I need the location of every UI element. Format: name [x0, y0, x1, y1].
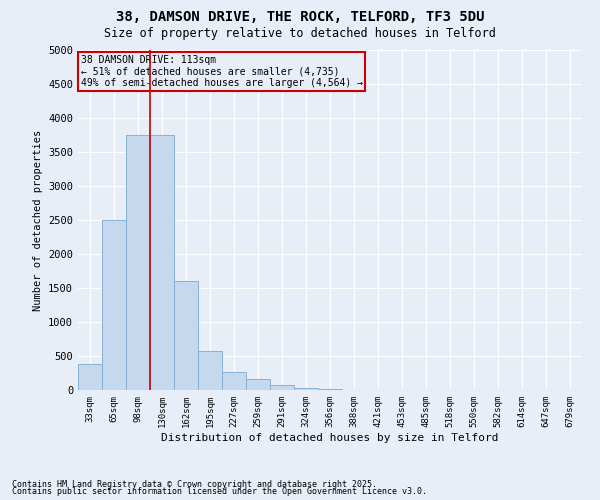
Bar — [270, 385, 294, 390]
Bar — [78, 364, 102, 390]
Bar — [150, 135, 174, 390]
Text: 38, DAMSON DRIVE, THE ROCK, TELFORD, TF3 5DU: 38, DAMSON DRIVE, THE ROCK, TELFORD, TF3… — [116, 10, 484, 24]
Bar — [294, 388, 318, 390]
X-axis label: Distribution of detached houses by size in Telford: Distribution of detached houses by size … — [161, 432, 499, 442]
Bar — [102, 220, 126, 390]
Text: 38 DAMSON DRIVE: 113sqm
← 51% of detached houses are smaller (4,735)
49% of semi: 38 DAMSON DRIVE: 113sqm ← 51% of detache… — [80, 55, 362, 88]
Bar — [222, 372, 246, 390]
Y-axis label: Number of detached properties: Number of detached properties — [32, 130, 43, 310]
Bar — [246, 379, 270, 390]
Bar — [126, 135, 150, 390]
Text: Contains HM Land Registry data © Crown copyright and database right 2025.: Contains HM Land Registry data © Crown c… — [12, 480, 377, 489]
Bar — [174, 281, 198, 390]
Text: Contains public sector information licensed under the Open Government Licence v3: Contains public sector information licen… — [12, 487, 427, 496]
Bar — [198, 350, 222, 390]
Text: Size of property relative to detached houses in Telford: Size of property relative to detached ho… — [104, 28, 496, 40]
